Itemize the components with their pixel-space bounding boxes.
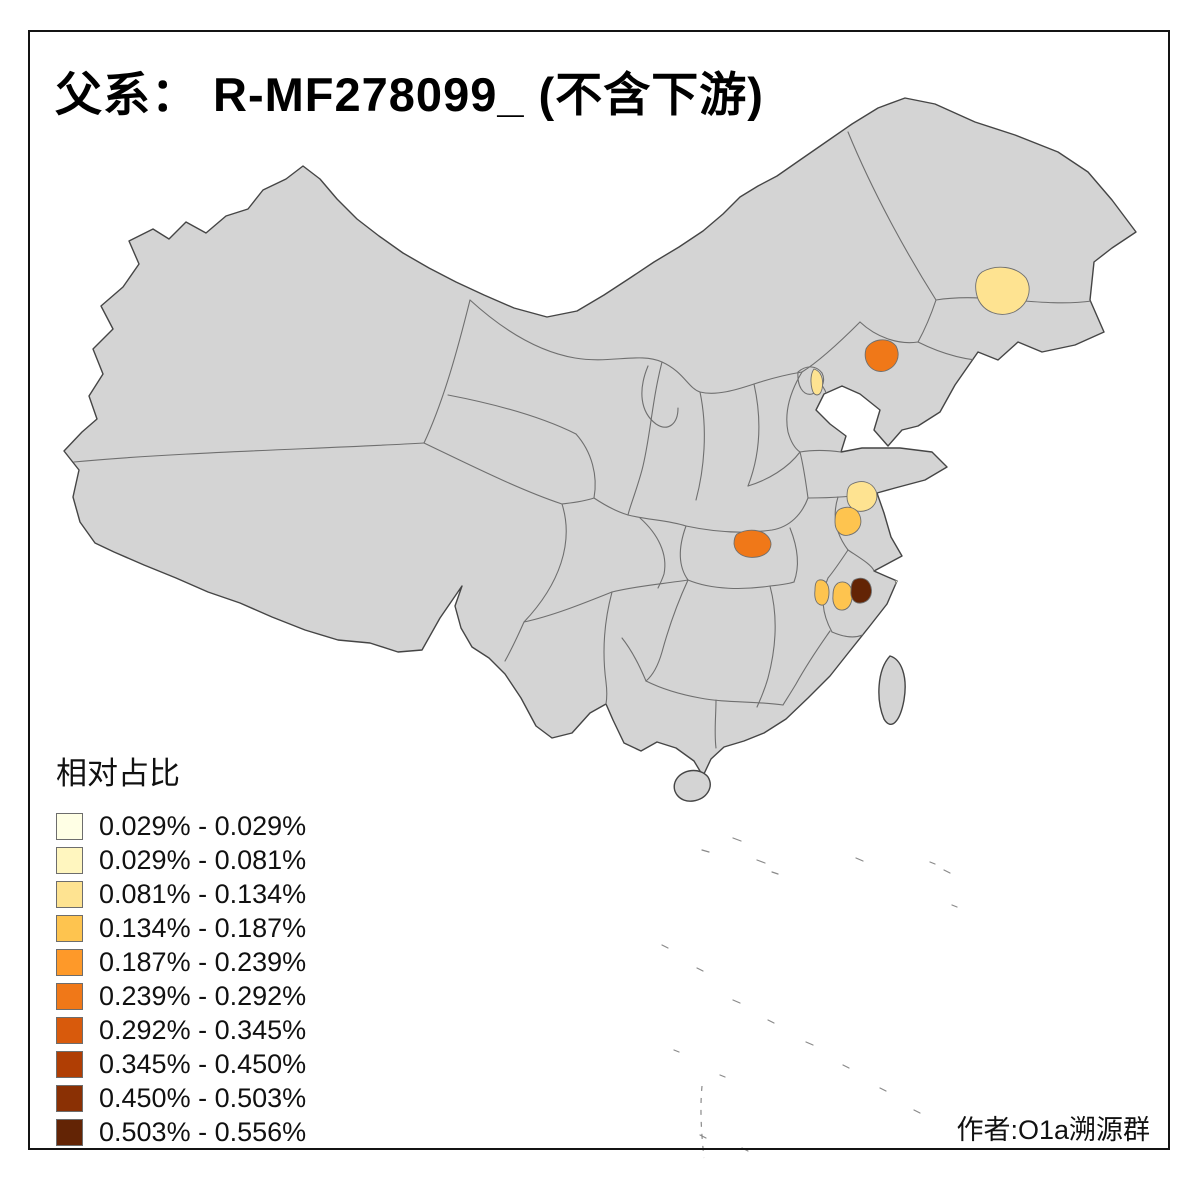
legend-item: 0.029% - 0.029% <box>56 809 306 843</box>
legend-item: 0.345% - 0.450% <box>56 1047 306 1081</box>
legend: 相对占比 0.029% - 0.029% 0.029% - 0.081% 0.081… <box>56 748 306 1149</box>
legend-label: 0.450% - 0.503% <box>99 1082 307 1113</box>
legend-item: 0.239% - 0.292% <box>56 979 306 1013</box>
legend-item: 0.450% - 0.503% <box>56 1081 306 1115</box>
legend-item: 0.029% - 0.081% <box>56 843 306 877</box>
highlighted-regions <box>733 266 1030 611</box>
region-beijing-south-area <box>810 368 824 396</box>
region-zhejiang-west-area <box>832 581 853 611</box>
region-zhejiang-north-area <box>850 577 872 604</box>
legend-swatch <box>56 1016 83 1044</box>
plot-frame <box>28 30 1170 1150</box>
scs-dashed-line <box>700 1085 705 1159</box>
legend-swatch <box>56 914 83 942</box>
attribution: 作者:O1a溯源群 <box>956 1115 1150 1145</box>
legend-swatch <box>56 846 83 874</box>
legend-swatch <box>56 880 83 908</box>
hainan-island <box>673 769 711 802</box>
legend-swatch <box>56 1118 83 1146</box>
legend-label: 0.239% - 0.292% <box>99 980 307 1011</box>
region-jiangsu-south-area <box>834 506 862 536</box>
legend-swatch <box>56 1050 83 1078</box>
legend-title: 相对占比 <box>56 756 180 791</box>
legend-swatch <box>56 948 83 976</box>
legend-label: 0.292% - 0.345% <box>99 1014 307 1045</box>
region-liaoning-area <box>864 339 899 372</box>
mainland-outline <box>63 97 1137 777</box>
legend-item: 0.292% - 0.345% <box>56 1013 306 1047</box>
legend-label: 0.029% - 0.081% <box>99 844 307 875</box>
legend-items: 0.029% - 0.029% 0.029% - 0.081% 0.081% - 0… <box>56 809 306 1149</box>
legend-item: 0.134% - 0.187% <box>56 911 306 945</box>
taiwan-island <box>878 655 906 725</box>
legend-label: 0.187% - 0.239% <box>99 946 307 977</box>
legend-label: 0.134% - 0.187% <box>99 912 307 943</box>
legend-label: 0.345% - 0.450% <box>99 1048 307 1079</box>
legend-item: 0.503% - 0.556% <box>56 1115 306 1149</box>
legend-label: 0.503% - 0.556% <box>99 1116 307 1147</box>
legend-label: 0.081% - 0.134% <box>99 878 307 909</box>
map-title: 父系： R-MF278099_ (不含下游) <box>55 68 764 121</box>
region-anhui-south-area <box>814 579 830 606</box>
region-jilin-area <box>975 266 1030 315</box>
legend-label: 0.029% - 0.029% <box>99 810 307 841</box>
legend-item: 0.081% - 0.134% <box>56 877 306 911</box>
legend-swatch <box>56 982 83 1010</box>
region-hubei-area <box>733 529 772 558</box>
legend-swatch <box>56 1084 83 1112</box>
legend-swatch <box>56 812 83 840</box>
legend-item: 0.187% - 0.239% <box>56 945 306 979</box>
region-jiangsu-north-area <box>846 481 878 512</box>
